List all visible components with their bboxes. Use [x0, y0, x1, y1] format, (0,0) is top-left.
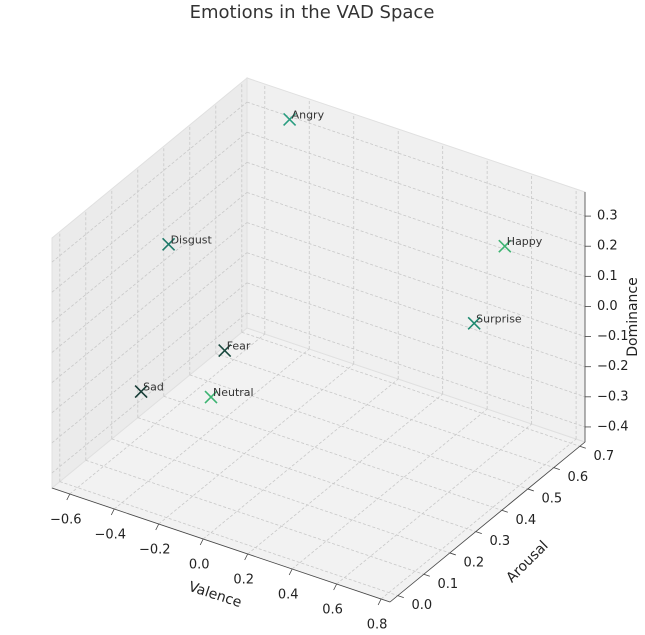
grid-line — [380, 438, 577, 600]
point-label: Sad — [143, 381, 164, 394]
grid-line — [69, 333, 266, 495]
tick-mark — [66, 493, 71, 501]
chart-title: Emotions in the VAD Space — [190, 2, 435, 23]
tick-mark — [579, 445, 586, 449]
marker — [467, 316, 481, 330]
grid-line — [51, 222, 248, 383]
x-tick-label: −0.6 — [50, 513, 82, 528]
x-tick-label: −0.2 — [139, 543, 171, 558]
grid-line — [246, 101, 586, 217]
grid-line — [114, 348, 310, 510]
tick-mark — [155, 523, 160, 531]
point-label: Angry — [292, 108, 325, 121]
axis-line — [51, 487, 391, 603]
y-tick-label: 0.6 — [567, 470, 588, 485]
x-tick-label: 0.4 — [278, 588, 299, 603]
grid-line — [85, 459, 424, 575]
grid-line — [246, 161, 586, 277]
tick-mark — [333, 583, 337, 591]
y-tick-label: 0.7 — [593, 449, 614, 464]
y-tick-label: 0.2 — [463, 555, 484, 570]
y-tick-label: 0.0 — [411, 598, 432, 613]
point-label: Fear — [227, 340, 251, 353]
grid-line — [241, 331, 580, 447]
tick-mark — [449, 552, 456, 556]
grid-line — [246, 312, 586, 428]
x-tick-label: 0.8 — [367, 618, 388, 633]
grid-line — [51, 282, 248, 444]
point-label: Neutral — [213, 386, 254, 399]
tick-mark — [501, 509, 508, 513]
z-tick-label: 0.2 — [597, 239, 618, 254]
z-tick-label: −0.4 — [597, 419, 629, 434]
tick-mark — [527, 488, 534, 492]
tick-mark — [199, 538, 204, 546]
tick-mark — [553, 467, 560, 470]
grid-line — [336, 423, 532, 585]
grid-line — [163, 395, 502, 511]
grid-line — [246, 192, 586, 307]
z-tick-label: −0.3 — [597, 389, 629, 404]
grid-line — [51, 192, 248, 353]
grid-line — [137, 417, 476, 532]
tick-mark — [288, 568, 293, 576]
grid-line — [51, 252, 248, 414]
grid-line — [51, 101, 248, 263]
grid-line — [111, 438, 450, 554]
grid-line — [59, 481, 398, 596]
x-tick-label: 0.2 — [233, 573, 254, 588]
tick-mark — [423, 573, 430, 577]
point-label: Disgust — [171, 233, 213, 246]
marker — [162, 237, 176, 251]
point-label: Happy — [507, 235, 543, 248]
tick-mark — [244, 553, 249, 561]
grid-line — [246, 252, 586, 368]
point-label: Surprise — [476, 312, 522, 325]
z-tick-label: −0.2 — [597, 359, 629, 374]
tick-mark — [110, 508, 115, 516]
marker — [134, 385, 148, 399]
grid-line — [246, 131, 586, 247]
z-tick-label: 0.1 — [597, 269, 618, 284]
grid-line — [247, 393, 443, 555]
marker — [218, 344, 232, 358]
marker — [283, 112, 297, 127]
y-tick-label: 0.4 — [515, 513, 536, 528]
y-axis-label: Arousal — [503, 538, 551, 586]
grid-line — [158, 363, 354, 525]
grid-line — [291, 408, 488, 570]
x-tick-label: −0.4 — [94, 528, 126, 543]
grid-line — [215, 353, 554, 468]
y-tick-label: 0.5 — [541, 491, 562, 506]
grid-line — [202, 378, 399, 540]
x-tick-label: 0.6 — [322, 603, 343, 618]
y-tick-label: 0.3 — [489, 534, 510, 549]
z-axis-label: Dominance — [625, 277, 641, 357]
grid-line — [51, 131, 248, 293]
tick-mark — [397, 595, 404, 598]
grid-line — [246, 222, 586, 337]
tick-mark — [377, 598, 382, 606]
grid-line — [51, 162, 248, 323]
y-tick-label: 0.1 — [437, 577, 458, 592]
marker — [204, 390, 218, 404]
marker — [498, 239, 512, 253]
axis-line — [389, 441, 586, 603]
grid-line — [189, 374, 528, 490]
x-tick-label: 0.0 — [189, 558, 210, 573]
grid-line — [51, 312, 248, 474]
z-tick-label: 0.0 — [597, 299, 618, 314]
grid-line — [246, 282, 586, 398]
z-tick-label: −0.1 — [597, 329, 629, 344]
z-tick-label: 0.3 — [597, 209, 618, 224]
tick-mark — [475, 531, 482, 534]
